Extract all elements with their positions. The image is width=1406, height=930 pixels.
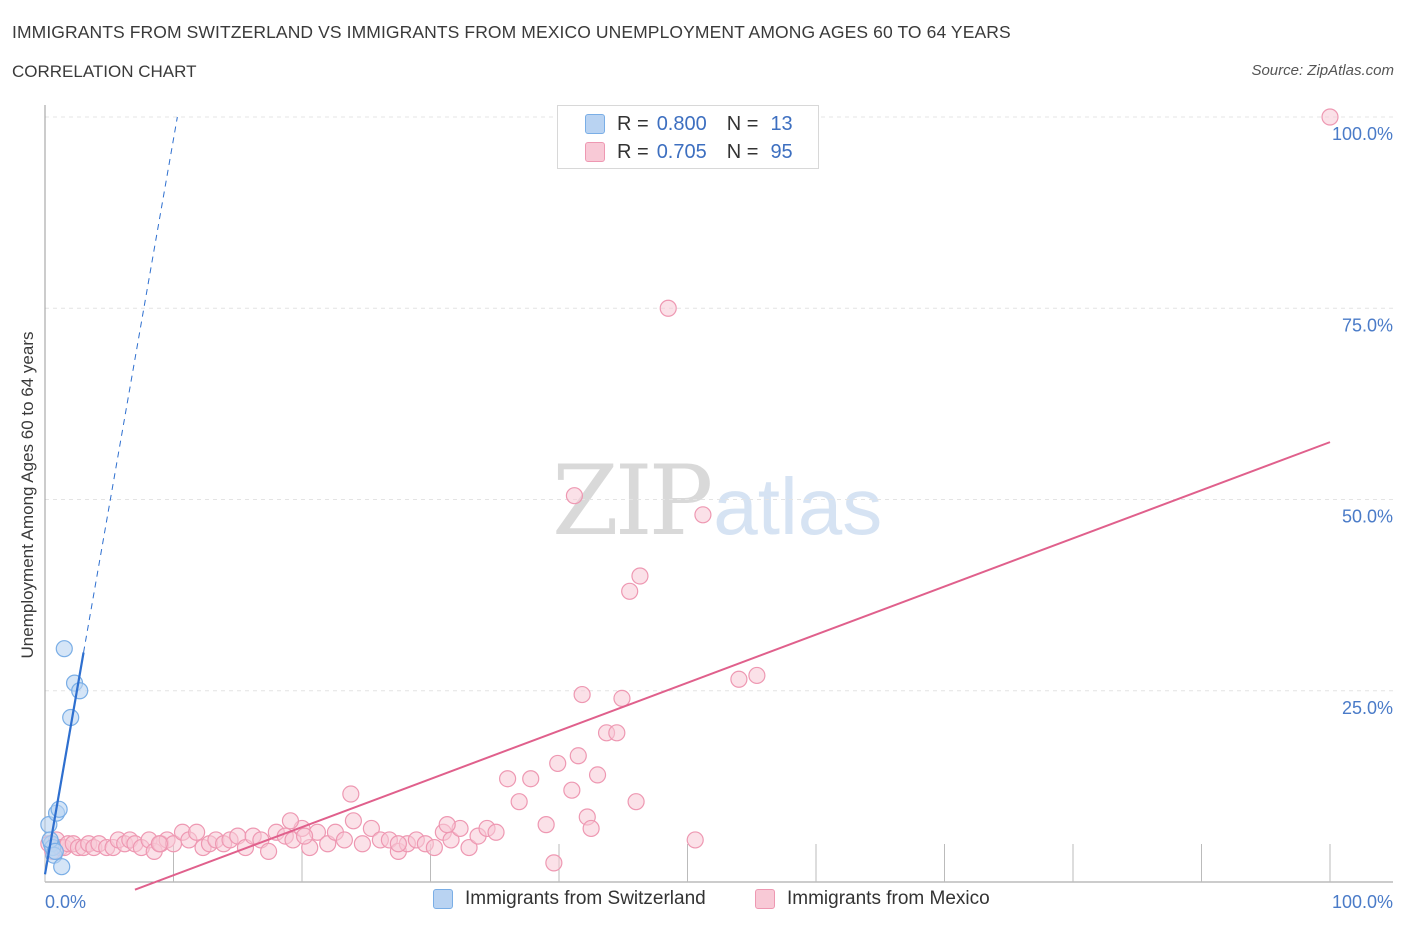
source-note: Source: ZipAtlas.com [1251,62,1394,79]
point-switzerland [50,800,68,818]
point-mexico [582,819,600,838]
chart-subtitle: CORRELATION CHART [12,62,197,81]
point-switzerland [55,640,73,658]
point-mexico [335,831,354,849]
legend-row-mexico: R = 0.705 N = 95 [558,138,793,166]
y-tick-label: 100.0% [1332,124,1393,144]
point-mexico [631,567,649,585]
n-value-mexico: 95 [770,140,793,163]
r-value-switzerland: 0.800 [656,112,707,135]
series-legend: Immigrants from Switzerland Immigrants f… [0,888,1406,916]
r-label: R = [617,112,649,135]
x-tick-label: 100.0% [1332,892,1393,912]
x-tick-label: 0.0% [45,892,86,912]
point-mexico [537,816,555,834]
point-switzerland [46,842,64,861]
point-mexico [281,812,300,830]
point-mexico [425,838,443,857]
point-mexico [487,823,505,841]
n-label: N = [726,112,759,135]
point-mexico [259,842,278,861]
point-mexico [545,854,563,872]
point-mexico [188,823,206,841]
point-mexico [342,785,360,803]
point-mexico [563,781,581,799]
point-mexico [460,838,478,857]
r-label: R = [617,140,649,163]
r-value-mexico: 0.705 [656,140,707,163]
legend-swatch-mexico [755,889,775,909]
point-mexico [621,582,639,600]
point-mexico [608,724,626,742]
point-mexico [1321,108,1339,126]
legend-swatch-mexico [585,142,605,162]
point-mexico [627,793,645,811]
point-mexico [565,487,584,505]
legend-label-switzerland: Immigrants from Switzerland [465,888,706,909]
point-mexico [730,670,748,688]
point-mexico [588,766,607,784]
point-mexico [389,835,407,853]
point-mexico [748,666,766,685]
point-mexico [499,770,517,788]
point-mexico [549,754,567,773]
n-value-switzerland: 13 [770,112,793,135]
y-tick-label: 75.0% [1342,315,1393,335]
point-mexico [510,793,528,811]
n-label: N = [726,140,759,163]
point-mexico [686,831,704,849]
chart-title: IMMIGRANTS FROM SWITZERLAND VS IMMIGRANT… [12,22,1011,42]
point-mexico [438,816,456,834]
point-mexico [353,835,371,853]
legend-swatch-switzerland [585,114,605,134]
point-mexico [569,747,587,765]
legend-label-mexico: Immigrants from Mexico [787,888,990,909]
legend-row-switzerland: R = 0.800 N = 13 [558,110,793,138]
watermark-atlas: atlas [713,462,883,551]
point-mexico [659,299,677,317]
point-mexico [573,685,591,704]
trendline-switzerland [43,652,85,875]
y-tick-label: 50.0% [1342,507,1393,527]
point-switzerland [71,682,89,700]
point-mexico [694,506,712,524]
legend-item-switzerland: Immigrants from Switzerland [433,888,706,910]
legend-swatch-switzerland [433,889,453,909]
y-tick-label: 25.0% [1342,698,1393,718]
trendline-switzerland-extension [83,116,178,653]
point-mexico [522,770,540,788]
point-mexico [295,827,314,845]
legend-item-mexico: Immigrants from Mexico [755,888,990,910]
correlation-legend: R = 0.800 N = 13 R = 0.705 N = 95 [557,105,819,169]
point-switzerland [53,858,71,876]
point-mexico [150,835,168,853]
trendline-mexico [134,441,1331,891]
point-mexico [344,812,362,830]
point-mexico [613,689,631,708]
point-mexico [362,819,380,838]
